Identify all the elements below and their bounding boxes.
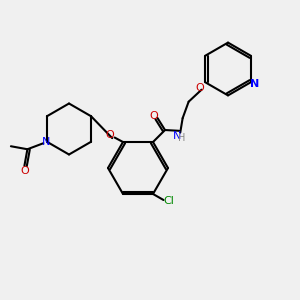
Text: O: O [195, 82, 204, 93]
Text: N: N [42, 137, 50, 147]
Text: N: N [250, 79, 259, 89]
Text: N: N [172, 131, 181, 141]
Text: O: O [149, 111, 158, 121]
Text: O: O [20, 166, 29, 176]
Text: H: H [178, 133, 186, 143]
Text: Cl: Cl [164, 196, 174, 206]
Text: O: O [106, 130, 115, 140]
